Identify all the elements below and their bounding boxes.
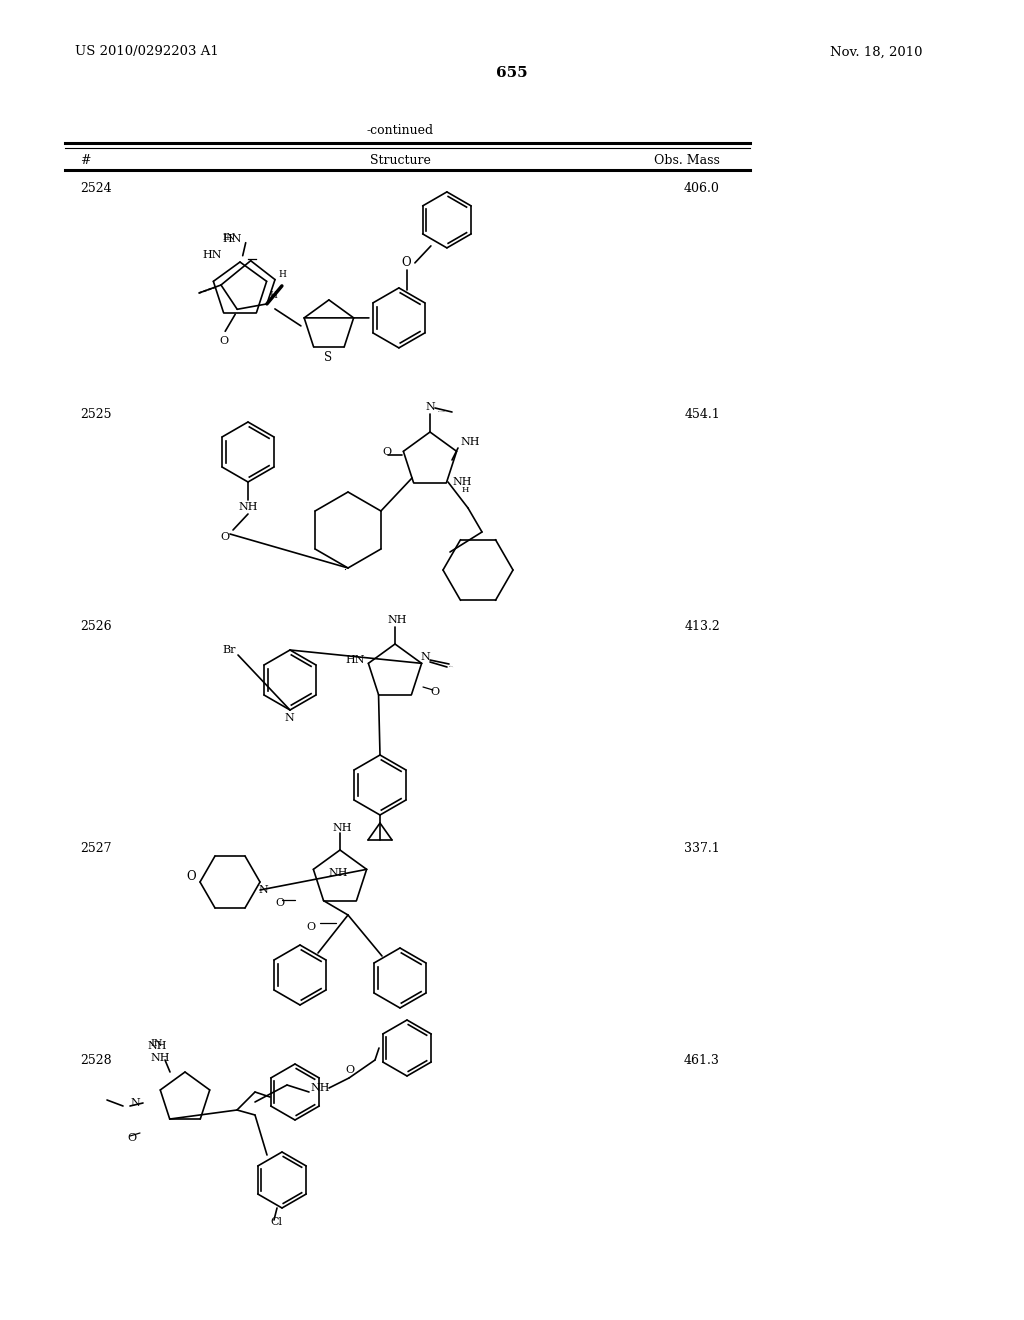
Text: H: H <box>270 292 278 301</box>
Text: NH: NH <box>460 437 479 447</box>
Text: NH: NH <box>328 869 347 878</box>
Text: 2525: 2525 <box>80 408 112 421</box>
Text: HN: HN <box>202 249 221 260</box>
Text: 461.3: 461.3 <box>684 1053 720 1067</box>
Text: Br: Br <box>222 645 236 655</box>
Text: H: H <box>278 271 286 279</box>
Text: O: O <box>127 1133 136 1143</box>
Text: NH: NH <box>310 1082 330 1093</box>
Text: O: O <box>401 256 411 269</box>
Text: 2524: 2524 <box>80 181 112 194</box>
Text: NH: NH <box>452 477 471 487</box>
Text: 337.1: 337.1 <box>684 842 720 854</box>
Text: O: O <box>430 686 439 697</box>
Text: N: N <box>425 403 435 412</box>
Text: 655: 655 <box>497 66 527 81</box>
Text: 2528: 2528 <box>80 1053 112 1067</box>
Text: NH: NH <box>238 502 257 512</box>
Text: N: N <box>258 884 267 895</box>
Text: Obs. Mass: Obs. Mass <box>654 153 720 166</box>
Text: N: N <box>420 652 430 663</box>
Text: O: O <box>382 447 391 457</box>
Text: US 2010/0292203 A1: US 2010/0292203 A1 <box>75 45 219 58</box>
Text: O: O <box>219 337 228 346</box>
Text: Structure: Structure <box>370 153 430 166</box>
Text: IN: IN <box>222 234 236 243</box>
Text: methyl_: methyl_ <box>449 667 455 668</box>
Text: #: # <box>80 153 90 166</box>
Text: NH: NH <box>332 822 351 833</box>
Text: NH: NH <box>150 1053 170 1063</box>
Text: N: N <box>284 713 294 723</box>
Text: HN: HN <box>345 655 365 665</box>
Text: O: O <box>306 921 315 932</box>
Text: 406.0: 406.0 <box>684 181 720 194</box>
Text: Cl: Cl <box>270 1217 282 1228</box>
Text: methyl_line: methyl_line <box>438 411 446 413</box>
Text: H: H <box>462 486 469 494</box>
Text: N: N <box>130 1098 139 1107</box>
Text: NH: NH <box>147 1041 167 1051</box>
Text: O: O <box>345 1065 354 1074</box>
Text: O: O <box>186 870 196 883</box>
Text: HN: HN <box>222 234 243 244</box>
Text: O: O <box>275 898 284 908</box>
Text: S: S <box>324 351 332 364</box>
Text: NH: NH <box>387 615 407 624</box>
Text: 2527: 2527 <box>80 842 112 854</box>
Text: 413.2: 413.2 <box>684 620 720 634</box>
Text: O: O <box>220 532 229 543</box>
Text: Nov. 18, 2010: Nov. 18, 2010 <box>830 45 923 58</box>
Text: 2526: 2526 <box>80 620 112 634</box>
Text: 454.1: 454.1 <box>684 408 720 421</box>
Text: IN: IN <box>150 1039 163 1048</box>
Text: -continued: -continued <box>367 124 433 136</box>
